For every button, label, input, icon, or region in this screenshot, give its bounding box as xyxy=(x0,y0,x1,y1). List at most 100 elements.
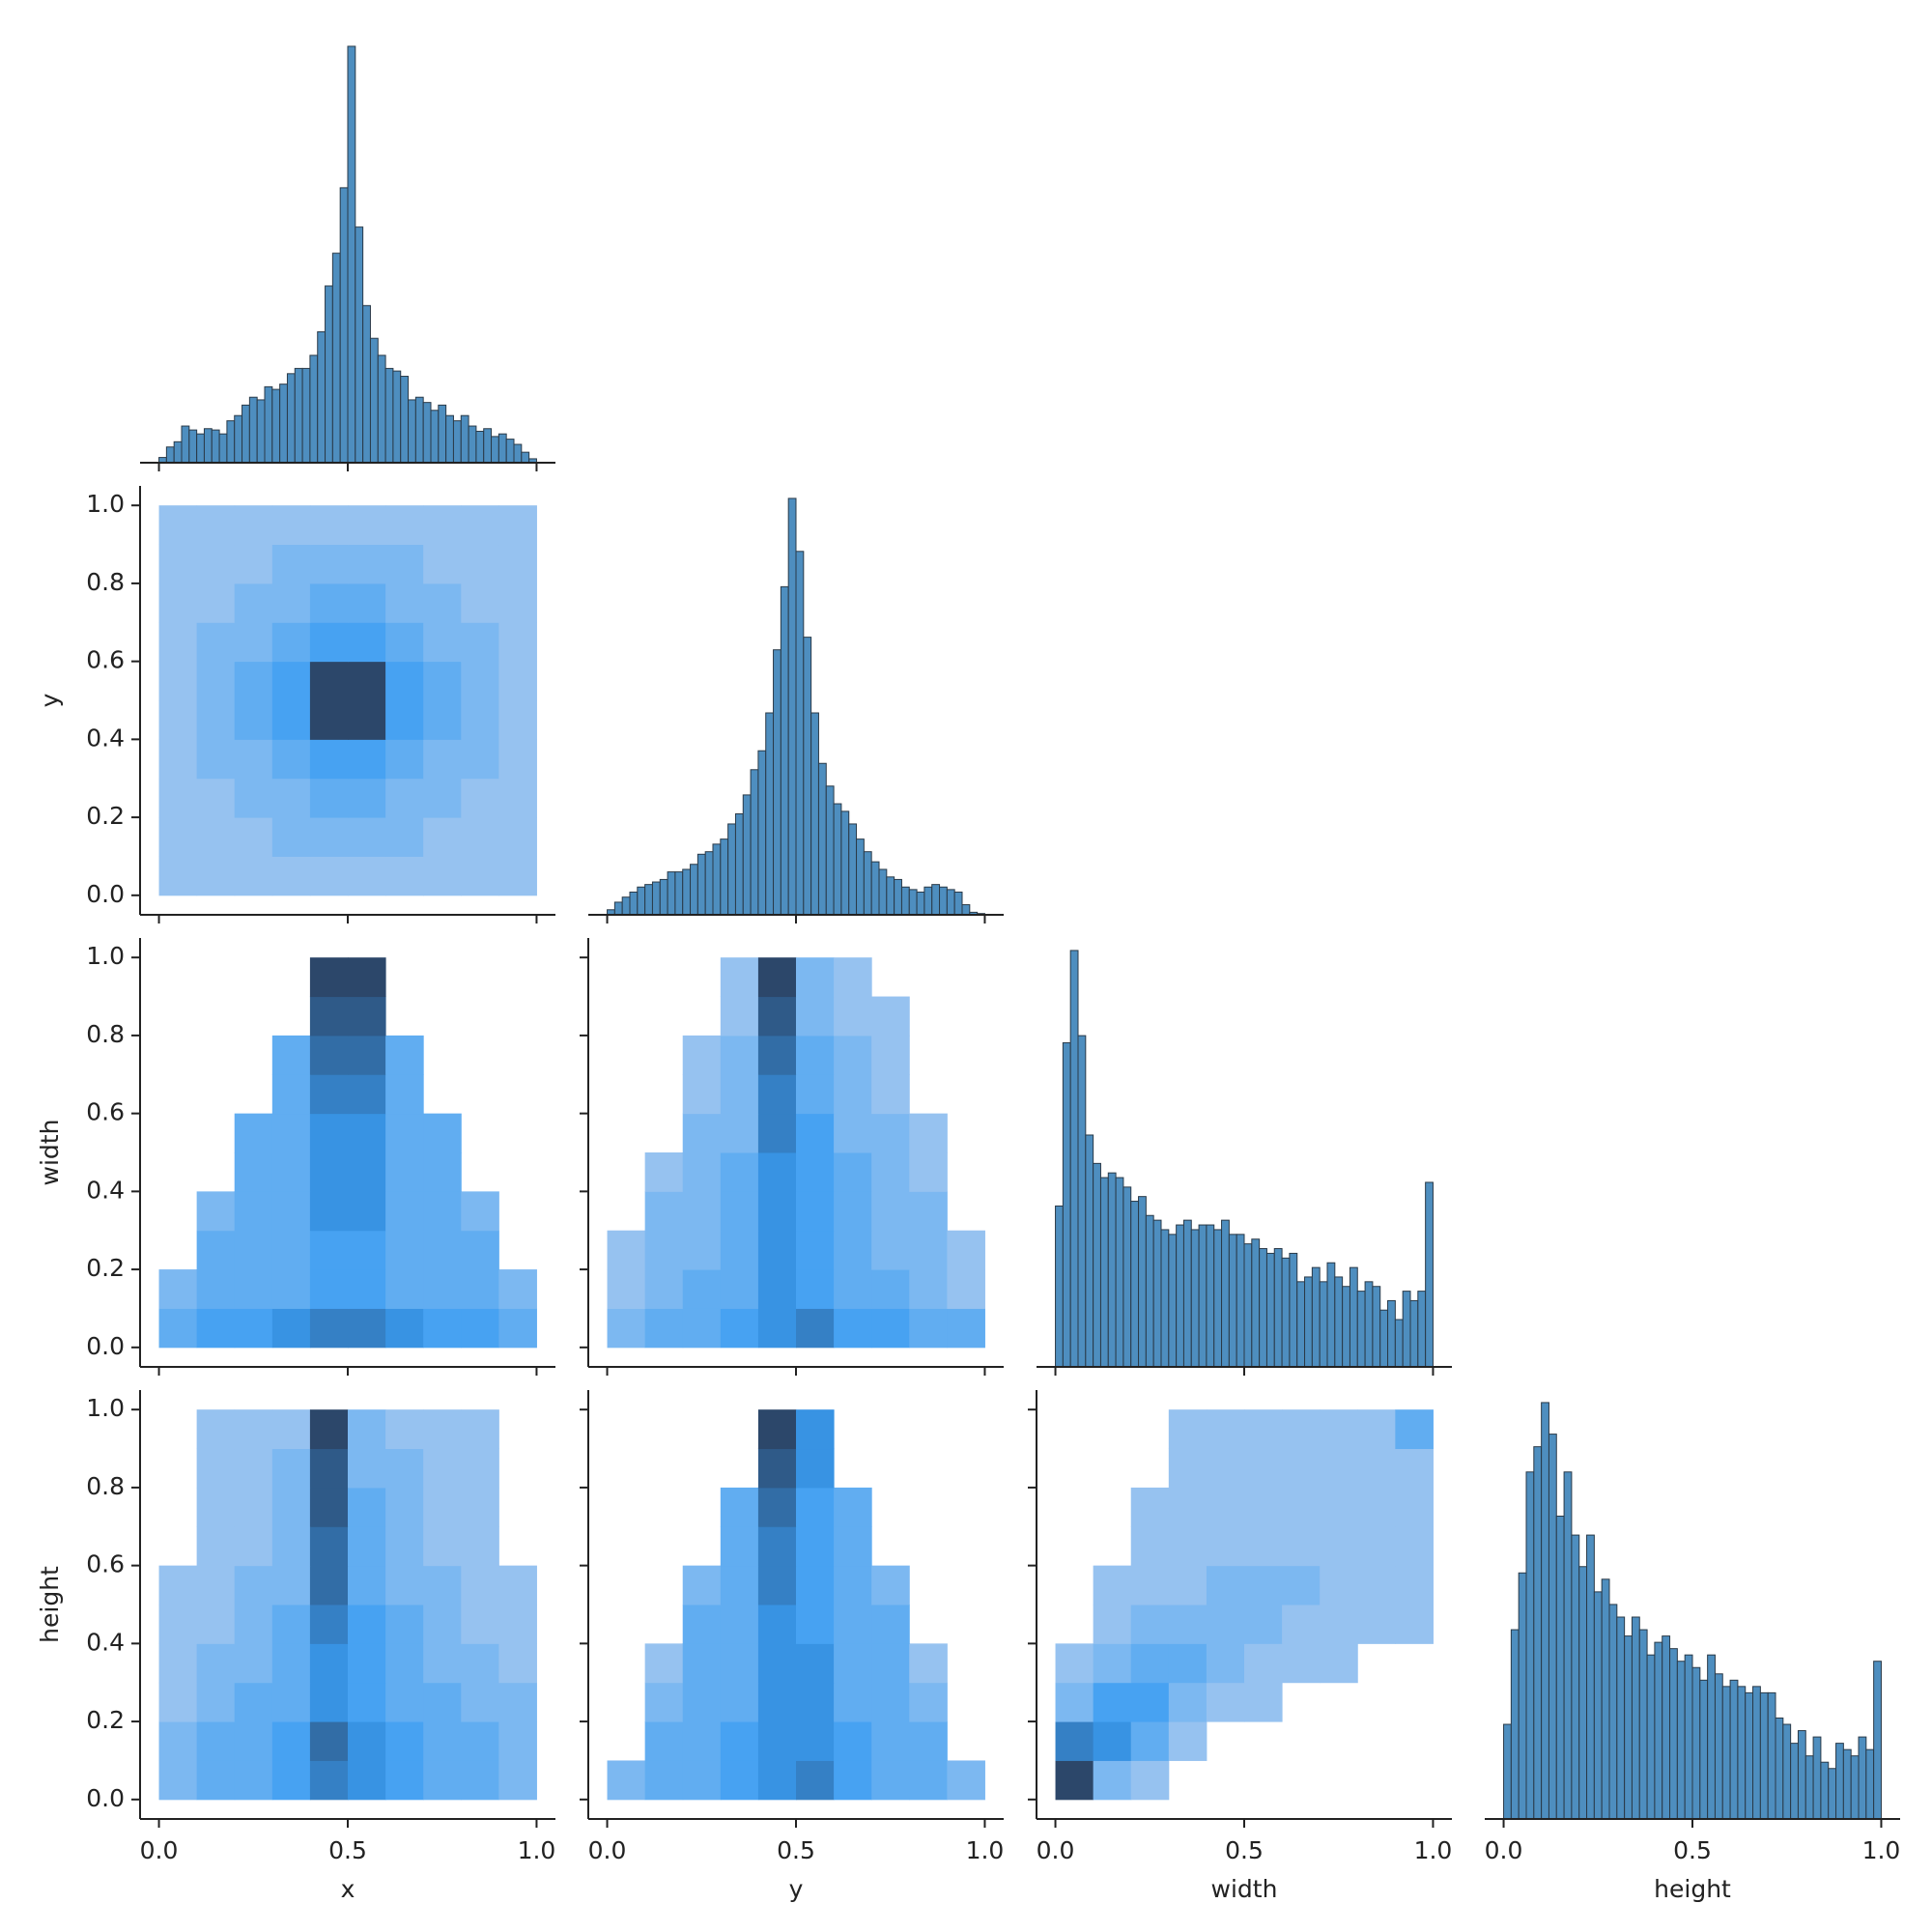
heat-cell xyxy=(385,1448,424,1489)
y-tick-label: 0.4 xyxy=(86,724,125,752)
heat-cell xyxy=(158,622,198,663)
heat-cell xyxy=(607,1269,646,1309)
heat-cell xyxy=(909,1152,948,1192)
heat-cell xyxy=(1320,1565,1358,1605)
heat-cell xyxy=(234,622,273,663)
heat-cell xyxy=(644,1721,684,1761)
hist-bar xyxy=(894,878,902,916)
heat-cell xyxy=(796,1487,835,1527)
heat-cell xyxy=(834,957,872,998)
hist-bar xyxy=(833,803,842,916)
heat-cell xyxy=(196,1448,236,1489)
x-tick-label: 0.5 xyxy=(1225,1836,1264,1864)
hist-bar xyxy=(309,355,319,464)
heat-cell xyxy=(498,544,537,584)
heat-cell xyxy=(1244,1526,1283,1567)
y-axis-label: width xyxy=(36,1120,64,1186)
heat-cell xyxy=(947,1269,985,1309)
heat-cell xyxy=(796,1643,835,1684)
hist-bar xyxy=(787,497,797,916)
heat-cell xyxy=(271,1526,311,1567)
heat-cell xyxy=(757,1035,797,1075)
heat-cell xyxy=(1130,1643,1170,1684)
heat-cell xyxy=(385,778,424,818)
heat-cell xyxy=(682,1308,722,1349)
hist-bar xyxy=(468,425,477,464)
hist-bar xyxy=(452,420,462,464)
hist-bar xyxy=(1379,1309,1389,1368)
heat-cell xyxy=(682,1760,722,1801)
heat-cell xyxy=(461,856,499,896)
heat-cell xyxy=(1055,1643,1094,1684)
heat-cell xyxy=(423,661,462,701)
hist-bar xyxy=(1699,1679,1709,1820)
heat-cell xyxy=(348,1605,386,1644)
heat-cell xyxy=(158,1269,198,1309)
hist-bar xyxy=(840,810,850,916)
heat-cell xyxy=(423,1682,462,1722)
heat-cell xyxy=(498,817,537,857)
heat-cell xyxy=(1395,1605,1434,1644)
hist-bar xyxy=(264,385,273,464)
hist-bar xyxy=(931,884,941,916)
hist-bar xyxy=(1296,1281,1306,1368)
hist-bar xyxy=(1563,1471,1573,1820)
hist-bar xyxy=(400,376,410,464)
heat-cell xyxy=(196,1409,236,1450)
heat-cell xyxy=(757,1230,797,1270)
heat-cell xyxy=(271,817,311,857)
heat-cell xyxy=(796,957,835,998)
heat-cell xyxy=(871,1721,910,1761)
heat-cell xyxy=(309,582,349,623)
heat-cell xyxy=(234,1409,273,1450)
heat-cell xyxy=(682,1269,722,1309)
heat-cell xyxy=(1395,1448,1434,1489)
heat-cell xyxy=(644,1308,684,1349)
hist-bar xyxy=(226,420,236,464)
hist-bar xyxy=(331,252,341,464)
heat-cell xyxy=(385,1487,424,1527)
hist-bar xyxy=(1646,1654,1656,1820)
hist-bar xyxy=(505,439,515,464)
heat-cell xyxy=(1395,1565,1434,1605)
heat-cell xyxy=(234,1643,273,1684)
hist-bar xyxy=(1099,1177,1109,1368)
heat-cell xyxy=(423,817,462,857)
heat-cell xyxy=(796,1565,835,1605)
heat-cell xyxy=(682,1605,722,1644)
heat-cell xyxy=(796,1308,835,1349)
heat-cell xyxy=(909,1308,948,1349)
heat-cell xyxy=(348,996,386,1037)
heat-cell xyxy=(271,1191,311,1232)
heat-cell xyxy=(1395,1487,1434,1527)
y-tick-label: 0.8 xyxy=(86,1472,125,1500)
heat-cell xyxy=(720,996,759,1037)
hist-bar xyxy=(1107,1172,1117,1368)
heat-cell xyxy=(644,1643,684,1684)
hist-bar xyxy=(1775,1717,1784,1820)
heat-cell xyxy=(1206,1526,1245,1567)
heat-cell xyxy=(461,505,499,546)
heat-cell xyxy=(348,1269,386,1309)
hist-bar xyxy=(483,428,493,464)
hist-bar xyxy=(953,891,963,916)
heat-cell xyxy=(461,1682,499,1722)
heat-cell xyxy=(196,661,236,701)
heat-cell xyxy=(196,817,236,857)
heat-cell xyxy=(644,1269,684,1309)
heat-cell xyxy=(1093,1721,1132,1761)
hist-bar xyxy=(1578,1566,1588,1820)
x-axis-label: height xyxy=(1654,1875,1731,1903)
hist-bar xyxy=(1093,1162,1101,1368)
heat-cell xyxy=(796,1409,835,1450)
hist-bar xyxy=(234,414,243,464)
heat-cell xyxy=(1320,1605,1358,1644)
heat-cell xyxy=(309,1565,349,1605)
y-tick-label: 0.6 xyxy=(86,1098,125,1126)
y-tick-label: 0.8 xyxy=(86,568,125,596)
heat-cell xyxy=(423,1230,462,1270)
hist-bar xyxy=(734,812,744,916)
heat-cell xyxy=(423,1448,462,1489)
hist-bar xyxy=(475,430,485,464)
heat-cell xyxy=(796,1269,835,1309)
